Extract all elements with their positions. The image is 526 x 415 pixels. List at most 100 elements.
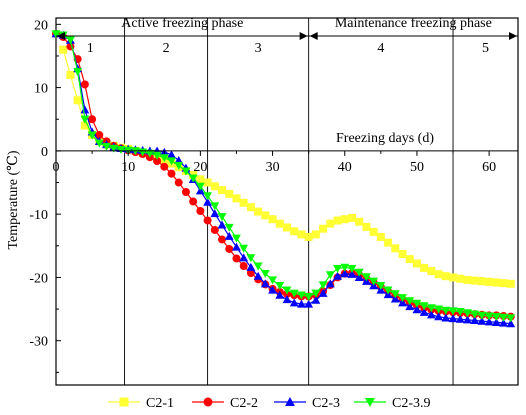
data-point-C2-3.9 xyxy=(260,270,270,279)
data-point-C2-2 xyxy=(225,244,234,253)
data-point-C2-1 xyxy=(340,215,349,224)
data-point-C2-1 xyxy=(369,227,378,236)
data-point-C2-1 xyxy=(362,222,371,231)
data-point-C2-1 xyxy=(506,279,515,288)
data-point-C2-3 xyxy=(390,294,400,303)
data-point-C2-3.9 xyxy=(66,36,75,45)
y-tick-label: -10 xyxy=(29,208,48,223)
data-point-C2-3.9 xyxy=(441,306,451,315)
data-point-C2-3.9 xyxy=(73,68,83,77)
data-point-C2-3.9 xyxy=(203,192,212,201)
data-point-C2-3.9 xyxy=(383,286,393,295)
data-point-C2-1 xyxy=(347,213,356,222)
data-point-C2-3.9 xyxy=(398,294,407,303)
data-point-C2-3 xyxy=(80,105,90,114)
data-point-C2-3 xyxy=(232,242,241,251)
data-point-C2-3.9 xyxy=(484,312,494,321)
data-point-C2-3.9 xyxy=(210,202,220,211)
data-point-C2-3.9 xyxy=(80,115,90,124)
data-point-C2-3 xyxy=(203,197,212,206)
phase-arrow-right-0 xyxy=(299,32,308,40)
data-point-C2-3.9 xyxy=(455,308,465,316)
data-point-C2-1 xyxy=(268,215,277,224)
data-point-C2-2 xyxy=(95,131,104,140)
x-tick-label: 60 xyxy=(482,160,496,175)
x-tick-label: 40 xyxy=(338,160,352,175)
data-point-C2-1 xyxy=(412,259,421,268)
data-point-C2-2 xyxy=(88,115,97,124)
legend-marker-C2-2 xyxy=(203,397,213,407)
data-point-C2-3.9 xyxy=(188,174,198,183)
data-point-C2-2 xyxy=(189,197,198,206)
data-point-C2-3.9 xyxy=(390,290,400,299)
data-point-C2-3 xyxy=(506,319,516,328)
data-point-C2-1 xyxy=(232,194,241,203)
data-point-C2-1 xyxy=(261,211,270,220)
data-point-C2-2 xyxy=(167,169,176,178)
data-point-C2-2 xyxy=(174,178,183,187)
data-point-C2-3 xyxy=(491,317,501,326)
data-point-C2-2 xyxy=(203,216,212,225)
data-point-C2-3.9 xyxy=(109,144,119,153)
data-point-C2-3.9 xyxy=(362,273,371,282)
series-group xyxy=(51,29,516,328)
data-point-C2-3.9 xyxy=(369,277,379,286)
data-point-C2-1 xyxy=(218,186,227,195)
data-point-C2-3.9 xyxy=(289,289,299,298)
data-point-C2-3.9 xyxy=(333,264,342,273)
data-point-C2-3.9 xyxy=(325,271,335,280)
data-point-C2-3.9 xyxy=(246,254,256,263)
data-point-C2-3 xyxy=(470,316,480,325)
data-point-C2-3.9 xyxy=(102,142,111,151)
data-point-C2-3.9 xyxy=(152,151,162,160)
data-point-C2-1 xyxy=(477,277,486,286)
data-point-C2-2 xyxy=(210,225,219,234)
plot-area xyxy=(55,17,519,386)
data-point-C2-3 xyxy=(426,310,436,319)
plot-frame xyxy=(55,17,519,386)
data-point-C2-3.9 xyxy=(159,154,169,163)
data-point-C2-3 xyxy=(268,285,277,294)
data-point-C2-1 xyxy=(225,189,234,198)
data-point-C2-1 xyxy=(203,178,212,187)
x-tick-label: 30 xyxy=(266,160,280,175)
data-point-C2-1 xyxy=(239,198,248,207)
x-tick-label: 20 xyxy=(193,160,207,175)
data-point-C2-3.9 xyxy=(470,310,480,319)
x-tick-label: 0 xyxy=(53,160,60,175)
data-point-C2-3.9 xyxy=(304,292,314,301)
x-tick-label: 10 xyxy=(121,160,135,175)
axes: 0 10 20 30 40 50 60 20 10 0 -10 -20 -30 Freezing days… xyxy=(6,18,518,373)
data-point-C2-1 xyxy=(463,275,472,284)
data-point-C2-2 xyxy=(80,80,89,89)
data-point-C2-1 xyxy=(355,217,364,226)
data-point-C2-3.9 xyxy=(116,146,126,155)
data-point-C2-3.9 xyxy=(232,234,241,243)
data-point-C2-3 xyxy=(318,288,328,297)
data-point-C2-3.9 xyxy=(434,305,443,314)
data-point-C2-3 xyxy=(434,312,443,321)
data-point-C2-1 xyxy=(405,255,414,264)
data-point-C2-1 xyxy=(485,277,494,286)
data-point-C2-3 xyxy=(275,290,285,299)
data-point-C2-1 xyxy=(391,244,400,253)
data-point-C2-3.9 xyxy=(354,268,364,277)
data-point-C2-3 xyxy=(419,307,429,316)
data-point-C2-1 xyxy=(254,207,263,216)
data-point-C2-3 xyxy=(441,313,451,322)
data-point-C2-3 xyxy=(311,295,321,304)
data-point-C2-3 xyxy=(167,150,176,159)
data-point-C2-3 xyxy=(260,279,270,288)
data-point-C2-3.9 xyxy=(239,244,249,253)
y-tick-label: 0 xyxy=(41,145,48,160)
data-point-C2-3.9 xyxy=(145,149,155,158)
data-point-C2-1 xyxy=(420,263,429,272)
data-point-C2-3.9 xyxy=(253,262,263,271)
data-point-C2-2 xyxy=(160,162,169,171)
data-point-C2-3.9 xyxy=(477,311,487,320)
data-point-C2-1 xyxy=(283,223,291,232)
data-point-C2-3.9 xyxy=(347,264,357,273)
data-point-C2-1 xyxy=(275,219,284,228)
legend-label-C2-2: C2-2 xyxy=(230,396,258,411)
